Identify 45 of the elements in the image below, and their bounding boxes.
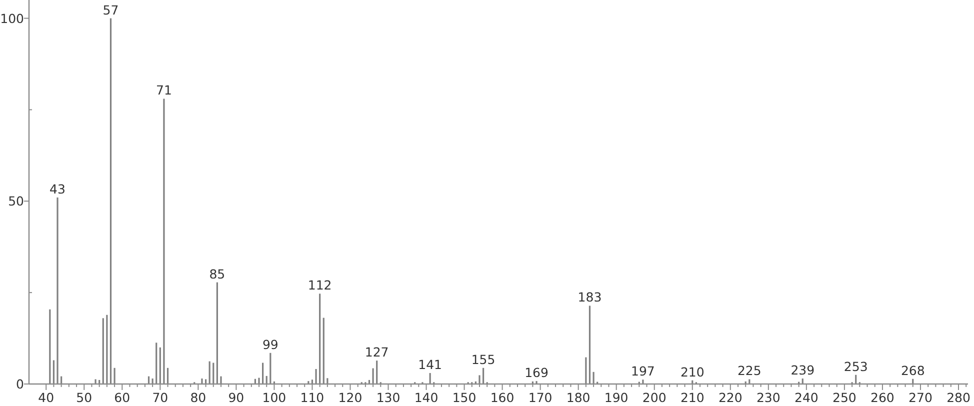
x-tick-label: 120 (338, 390, 362, 405)
annotation: 155 (471, 352, 496, 367)
x-tick-label: 140 (414, 390, 438, 405)
x-tick-label: 280 (946, 390, 970, 405)
x-tick-label: 210 (680, 390, 704, 405)
annotation: 71 (156, 82, 172, 98)
x-tick-label: 40 (38, 390, 54, 405)
annotation: 210 (680, 364, 704, 380)
x-tick-label: 110 (300, 390, 324, 405)
x-tick-label: 130 (376, 390, 400, 405)
annotation: 57 (102, 2, 119, 18)
x-tick-label: 90 (228, 390, 244, 405)
x-tick-label: 220 (718, 390, 742, 405)
x-tick-label: 200 (642, 390, 666, 405)
annotation: 268 (900, 362, 925, 378)
x-tick-label: 260 (870, 390, 894, 405)
annotation: 112 (308, 278, 332, 293)
annotation: 183 (578, 290, 602, 305)
y-tick-label: 50 (8, 194, 24, 209)
annotation: 99 (262, 336, 278, 352)
annotation: 253 (844, 358, 868, 374)
x-tick-label: 70 (152, 390, 168, 405)
x-tick-label: 240 (794, 390, 818, 405)
x-tick-label: 150 (452, 390, 476, 405)
annotation: 43 (50, 181, 66, 196)
x-tick-label: 170 (528, 390, 552, 405)
x-tick-label: 270 (908, 390, 932, 405)
x-tick-label: 250 (832, 390, 856, 405)
annotation: 141 (418, 357, 442, 372)
annotation: 239 (790, 362, 815, 378)
x-tick-label: 160 (490, 390, 514, 405)
x-tick-label: 190 (604, 390, 628, 405)
annotation: 85 (209, 266, 226, 282)
annotation: 225 (737, 363, 762, 378)
annotation: 127 (364, 344, 389, 360)
y-tick-label: 100 (0, 10, 24, 26)
x-tick-label: 230 (756, 390, 780, 405)
x-tick-label: 60 (114, 390, 130, 405)
annotation: 197 (631, 364, 655, 379)
annotation: 169 (524, 365, 548, 380)
x-tick-label: 80 (190, 390, 206, 405)
x-tick-label: 180 (566, 390, 590, 405)
x-tick-label: 50 (76, 390, 92, 405)
x-tick-label: 100 (262, 390, 286, 405)
y-tick-label: 0 (16, 376, 24, 392)
